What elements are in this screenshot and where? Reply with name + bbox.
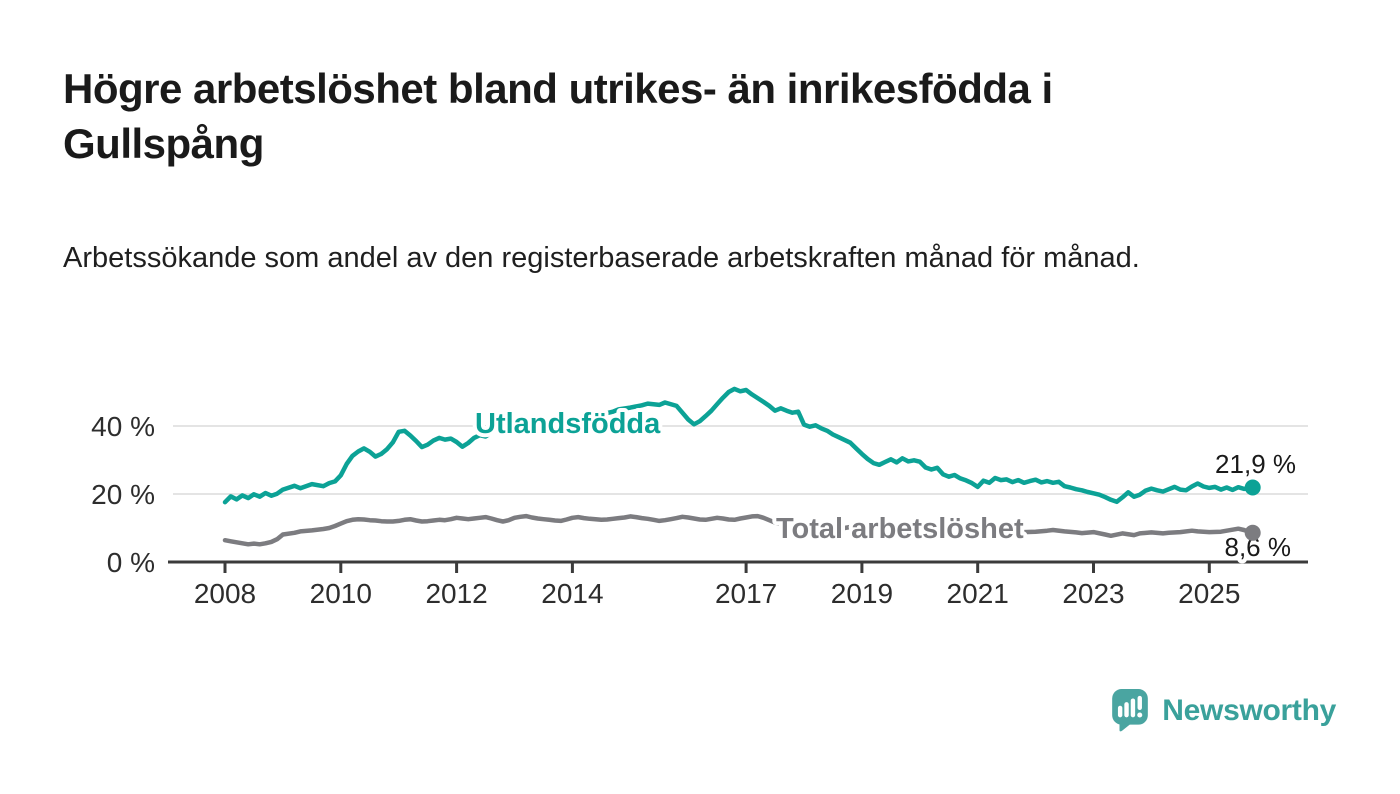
x-tick-label-2019: 2019 — [831, 578, 893, 609]
gridlines — [173, 425, 1308, 495]
x-tick-label-2021: 2021 — [947, 578, 1009, 609]
x-axis: 2008 2010 2012 2014 2017 2019 2021 2023 2025 — [168, 560, 1308, 609]
y-axis-label-0: 0 % — [107, 547, 155, 578]
x-tick-label-2012: 2012 — [425, 578, 487, 609]
end-value-label-utlandsfodda: 21,9 % — [1215, 449, 1296, 479]
x-tick-label-2014: 2014 — [541, 578, 603, 609]
y-axis-label-20: 20 % — [91, 479, 155, 510]
logo-bar-chart — [1118, 698, 1136, 718]
newsworthy-logo: Newsworthy — [1112, 689, 1336, 732]
y-axis-labels: 0 % 20 % 40 % — [91, 411, 155, 578]
series-line-0 — [222, 386, 1255, 505]
newsworthy-logo-icon — [1112, 689, 1149, 732]
logo-exclamation — [1137, 695, 1143, 718]
logo-bubble — [1112, 689, 1149, 732]
x-tick-label-2025: 2025 — [1178, 578, 1240, 609]
y-axis-label-40: 40 % — [91, 411, 155, 442]
x-tick-label-2023: 2023 — [1062, 578, 1124, 609]
series-label-utlandsfodda: Utlandsfödda — [475, 408, 661, 440]
end-value-label-total: 8,6 % — [1225, 532, 1292, 562]
chart-subtitle: Arbetssökande som andel av den registerb… — [63, 242, 1140, 274]
x-tick-label-2017: 2017 — [715, 578, 777, 609]
series-label-total-arbetsloshet: Total arbetslöshet — [776, 513, 1024, 545]
x-tick-label-2010: 2010 — [310, 578, 372, 609]
series-lines — [222, 386, 1255, 547]
chart-title: Högre arbetslöshet bland utrikes- än inr… — [63, 65, 1053, 167]
newsworthy-wordmark: Newsworthy — [1162, 693, 1336, 727]
end-dot-0 — [1244, 479, 1261, 496]
end-dot-1 — [1244, 524, 1261, 541]
series-line-1 — [222, 513, 1255, 547]
end-dots — [1244, 479, 1261, 541]
x-tick-label-2008: 2008 — [194, 578, 256, 609]
